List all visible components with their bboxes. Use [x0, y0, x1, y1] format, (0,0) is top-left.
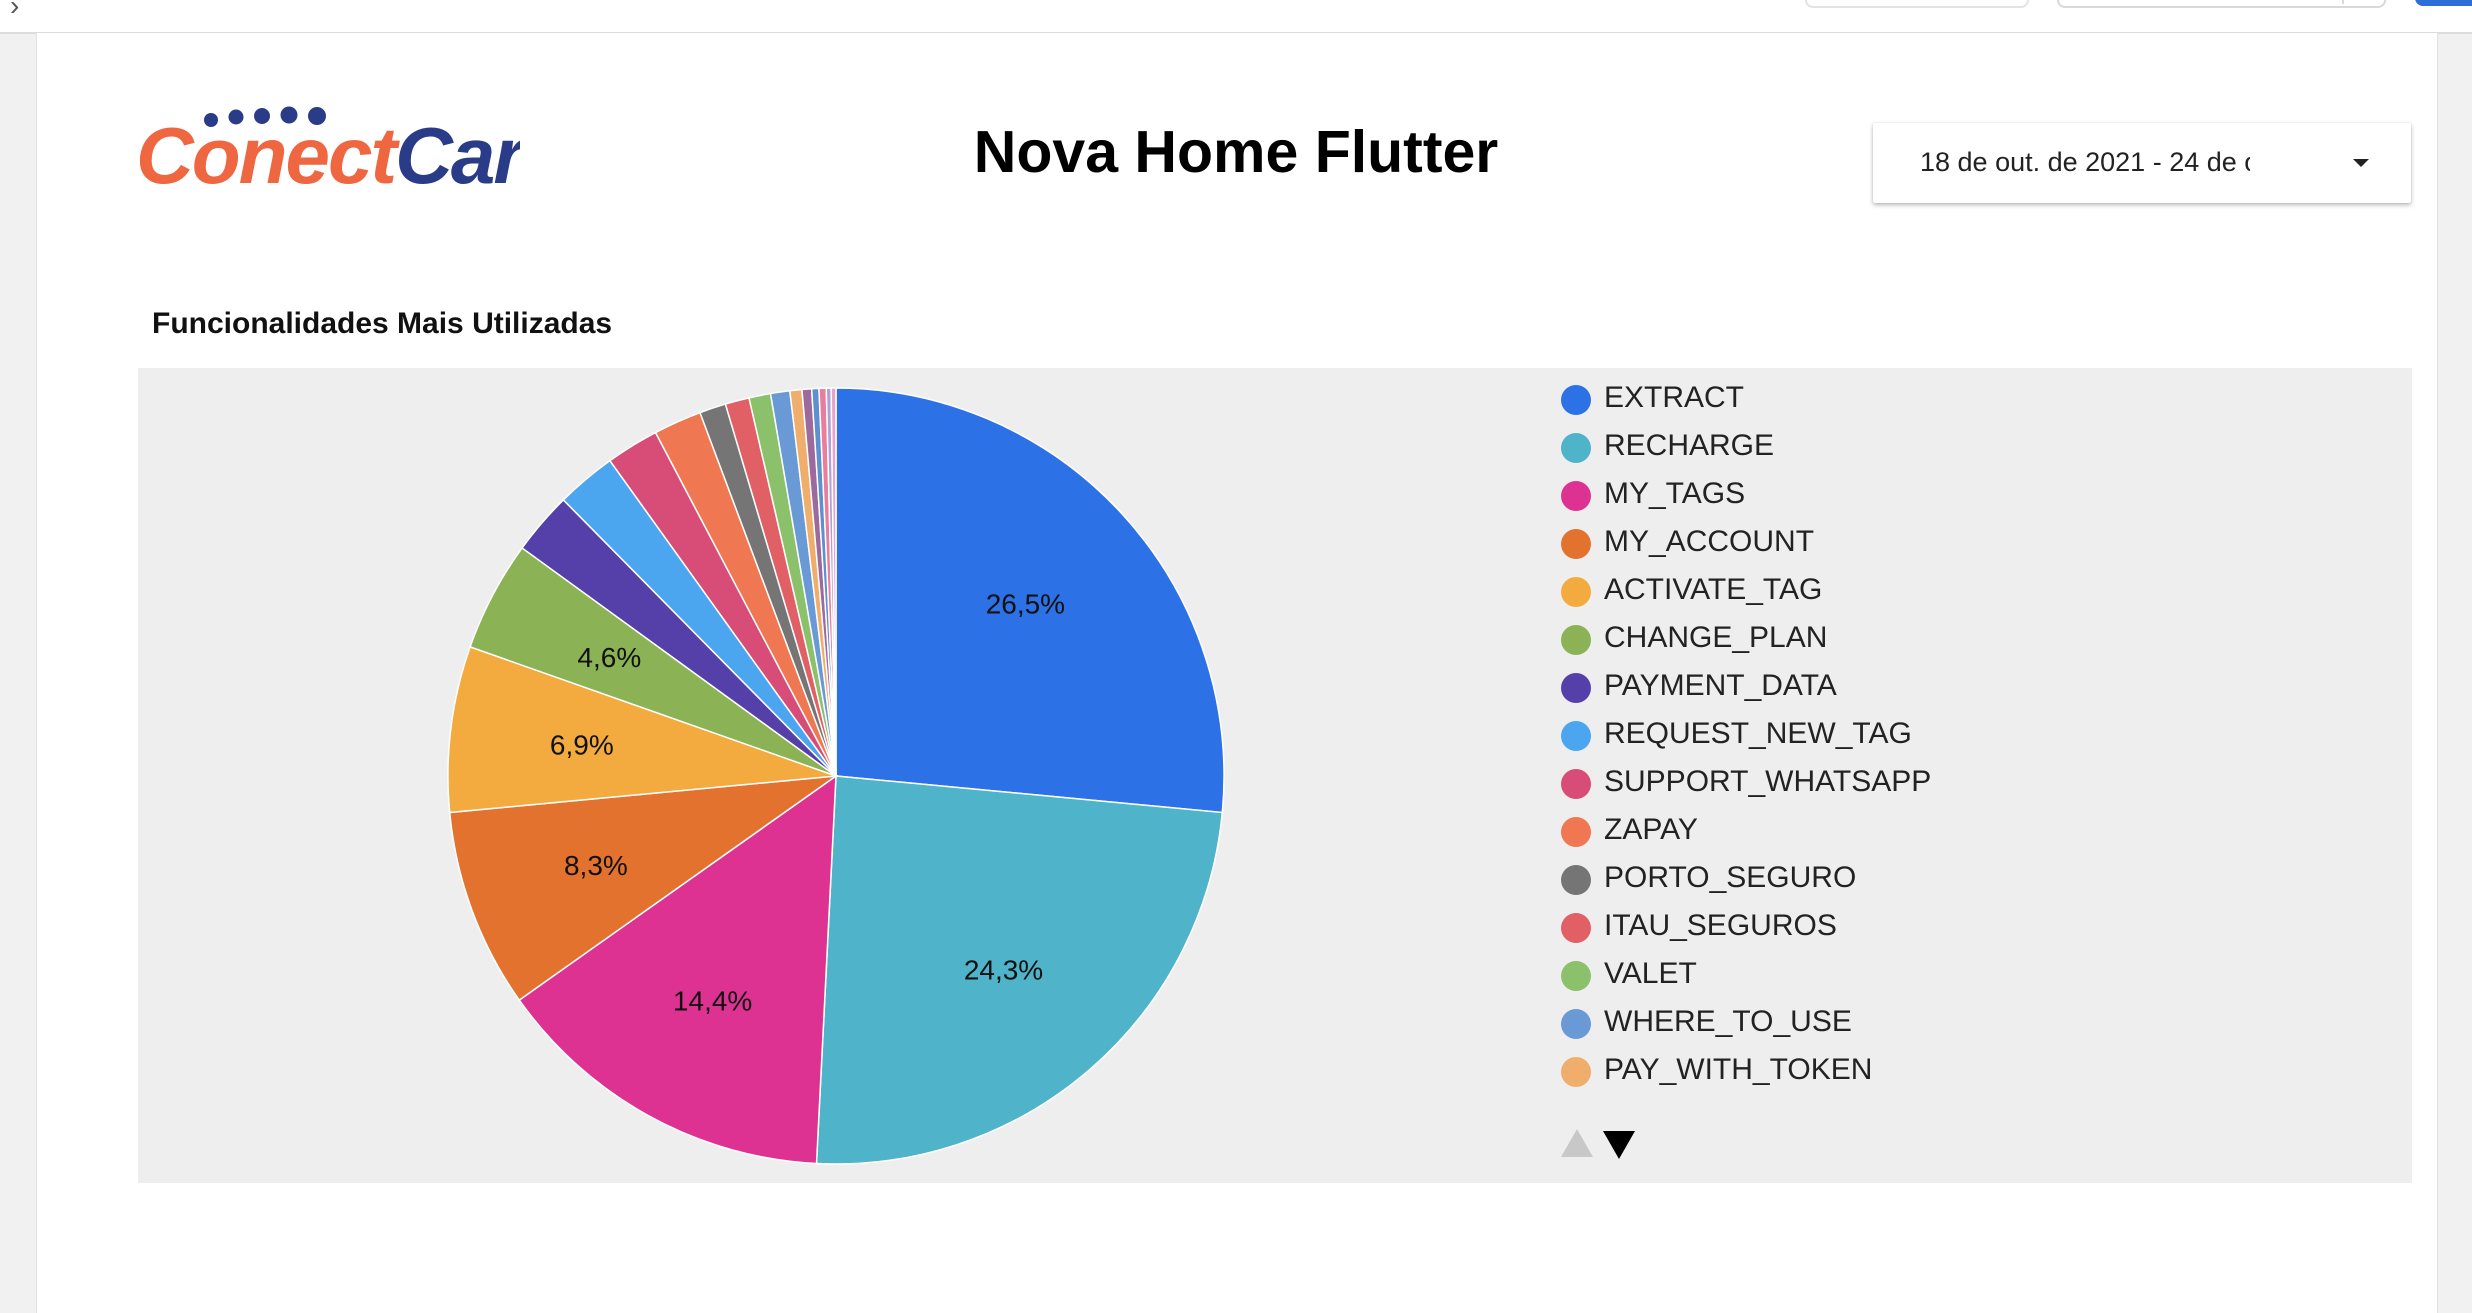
- pie-data-label: 6,9%: [550, 730, 614, 761]
- legend-swatch-icon: [1561, 625, 1591, 655]
- legend-swatch-icon: [1561, 385, 1591, 415]
- legend-label: REQUEST_NEW_TAG: [1604, 717, 1912, 750]
- legend-label: VALET: [1604, 957, 1697, 990]
- legend-label: SUPPORT_WHATSAPP: [1604, 765, 1932, 798]
- legend-label: EXTRACT: [1604, 381, 1745, 414]
- logo-text-conect: Conect: [136, 111, 400, 195]
- toolbar-dropdown[interactable]: [2057, 0, 2386, 8]
- pie-slice-activate-tag[interactable]: [447, 645, 837, 814]
- pie-slice-other-19[interactable]: [830, 387, 837, 777]
- legend-label: PAYMENT_DATA: [1604, 669, 1837, 702]
- pie-data-label: 8,3%: [564, 850, 628, 881]
- pie-data-label: 14,4%: [673, 985, 752, 1016]
- toolbar-primary-button[interactable]: [2415, 0, 2472, 6]
- pie-chart: 26,5% 24,3% 14,4% 8,3% 6,9% 4,6%: [447, 387, 1225, 1165]
- legend-swatch-icon: [1561, 577, 1591, 607]
- legend-swatch-icon: [1561, 865, 1591, 895]
- legend-label: ITAU_SEGUROS: [1604, 909, 1837, 942]
- chart-title: Funcionalidades Mais Utilizadas: [152, 307, 613, 340]
- date-range-value: 18 de out. de 2021 - 24 de out. de 2021: [1920, 147, 2250, 177]
- dropdown-caret-icon: [2353, 159, 2369, 167]
- conectcar-logo: ConectCar: [136, 106, 520, 195]
- legend-label: PORTO_SEGURO: [1604, 861, 1857, 894]
- pie-data-label: 4,6%: [577, 642, 641, 673]
- legend-swatch-icon: [1561, 961, 1591, 991]
- pie-slice-extract[interactable]: [835, 387, 1225, 814]
- legend-label: RECHARGE: [1604, 429, 1775, 462]
- chevron-icon[interactable]: ›: [10, 0, 20, 21]
- legend-swatch-icon: [1561, 721, 1591, 751]
- date-range-picker[interactable]: 18 de out. de 2021 - 24 de out. de 2021: [1873, 123, 2411, 203]
- svg-text:ConectCar: ConectCar: [136, 111, 520, 195]
- legend-swatch-icon: [1561, 433, 1591, 463]
- legend-label: ZAPAY: [1604, 813, 1698, 846]
- pie-chart-panel: 26,5% 24,3% 14,4% 8,3% 6,9% 4,6% EXTRACT RECHA…: [138, 368, 2412, 1183]
- legend-swatch-icon: [1561, 769, 1591, 799]
- legend-next-page-icon[interactable]: [1603, 1131, 1635, 1159]
- legend-swatch-icon: [1561, 1057, 1591, 1087]
- legend-swatch-icon: [1561, 1009, 1591, 1039]
- top-toolbar: ›: [0, 0, 2472, 34]
- legend-swatch-icon: [1561, 529, 1591, 559]
- legend-label: CHANGE_PLAN: [1604, 621, 1828, 654]
- legend-swatch-icon: [1561, 673, 1591, 703]
- legend-swatch-icon: [1561, 817, 1591, 847]
- legend-label: MY_TAGS: [1604, 477, 1746, 510]
- legend-swatch-icon: [1561, 481, 1591, 511]
- pie-slice-my-tags[interactable]: [518, 774, 837, 1165]
- pie-data-label: 24,3%: [964, 955, 1043, 986]
- legend-swatch-icon: [1561, 913, 1591, 943]
- legend-label: ACTIVATE_TAG: [1604, 573, 1823, 606]
- pie-slice-my-account[interactable]: [448, 774, 839, 1002]
- legend-label: MY_ACCOUNT: [1604, 525, 1815, 558]
- toolbar-button[interactable]: [1805, 0, 2029, 8]
- legend-label: PAY_WITH_TOKEN: [1604, 1053, 1873, 1086]
- logo-text-car: Car: [395, 111, 520, 195]
- legend-label: WHERE_TO_USE: [1604, 1005, 1852, 1038]
- pie-data-label: 26,5%: [986, 589, 1065, 620]
- legend-prev-page-icon[interactable]: [1561, 1129, 1593, 1157]
- pie-slice-recharge[interactable]: [815, 775, 1224, 1165]
